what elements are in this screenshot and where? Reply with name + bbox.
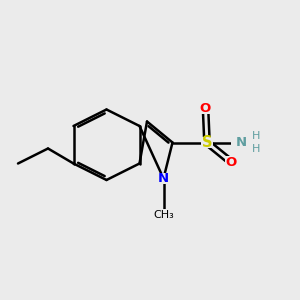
Text: O: O — [225, 155, 237, 169]
FancyBboxPatch shape — [157, 173, 170, 184]
Text: N: N — [236, 136, 247, 149]
FancyBboxPatch shape — [225, 156, 237, 168]
FancyBboxPatch shape — [150, 208, 177, 220]
Text: CH₃: CH₃ — [153, 209, 174, 220]
Text: H: H — [252, 131, 261, 141]
FancyBboxPatch shape — [231, 135, 255, 150]
Text: O: O — [200, 101, 211, 115]
FancyBboxPatch shape — [201, 137, 213, 148]
Text: S: S — [202, 135, 212, 150]
Text: H: H — [252, 144, 261, 154]
Text: N: N — [158, 172, 169, 185]
FancyBboxPatch shape — [199, 102, 212, 114]
